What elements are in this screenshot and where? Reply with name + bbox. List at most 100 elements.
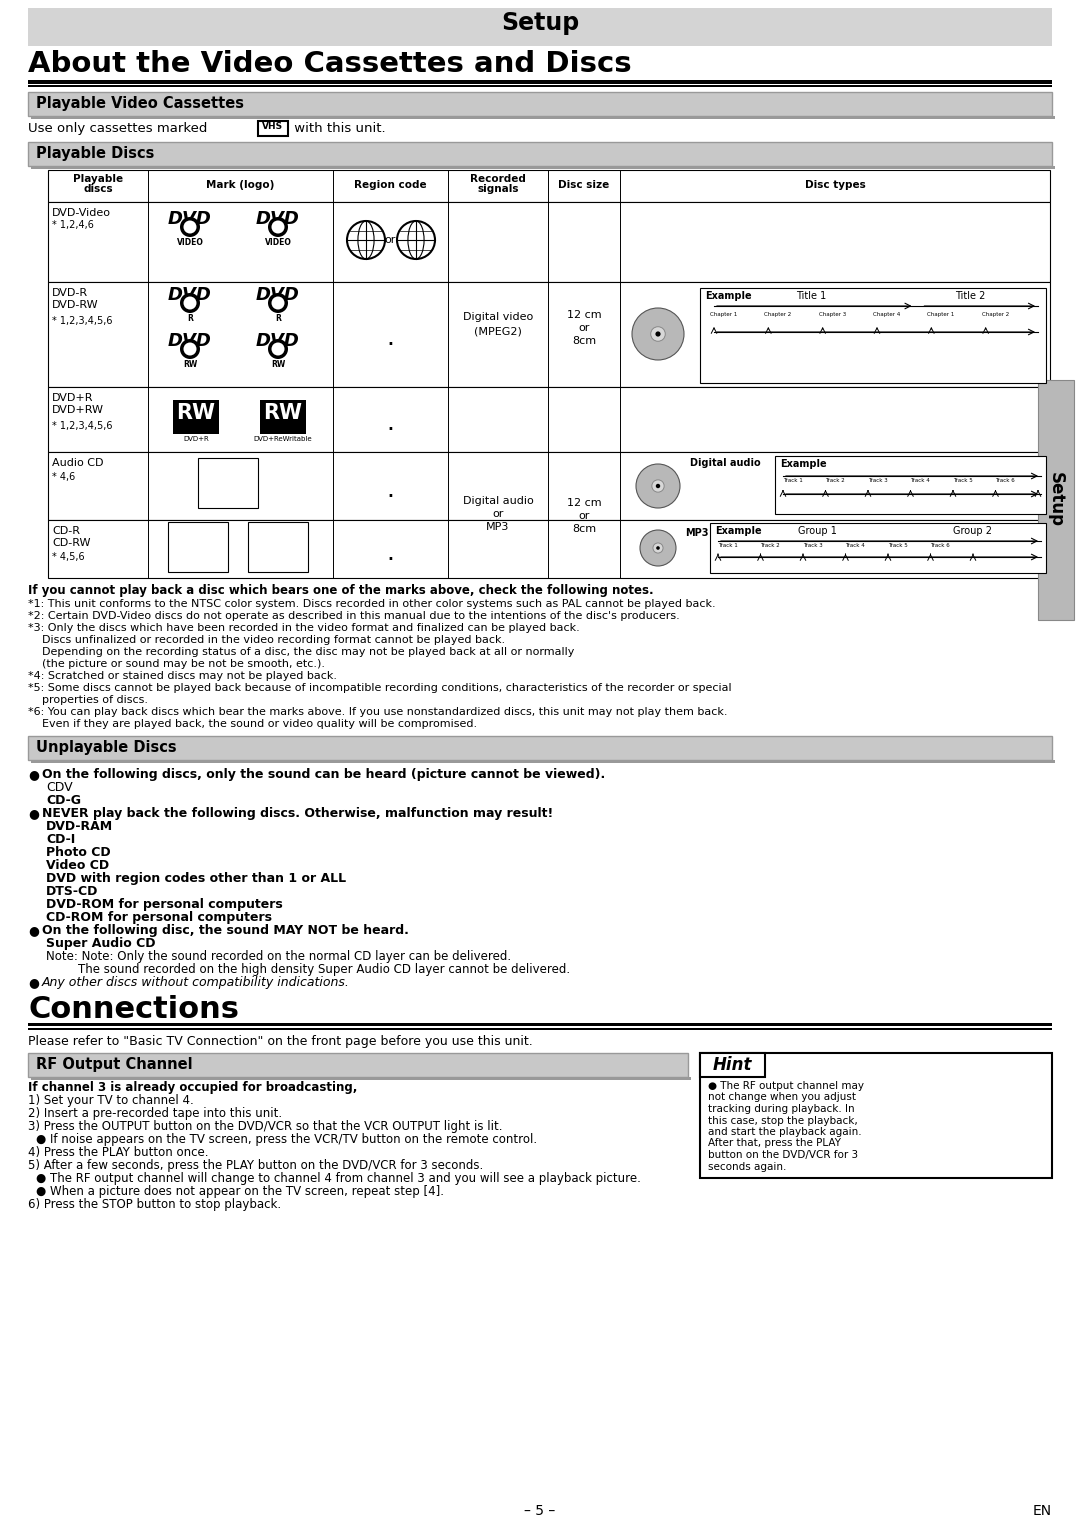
Bar: [48, 388, 1050, 452]
Text: On the following discs, only the sound can be heard (picture cannot be viewed).: On the following discs, only the sound c…: [42, 768, 605, 781]
Bar: [28, 142, 1052, 166]
Bar: [700, 1053, 765, 1077]
Bar: [31, 116, 1055, 119]
Text: Track 4: Track 4: [910, 478, 930, 484]
Text: DVD-RW: DVD-RW: [52, 301, 98, 310]
Text: signals: signals: [477, 185, 518, 194]
Bar: [28, 736, 1052, 760]
Text: 3) Press the OUTPUT button on the DVD/VCR so that the VCR OUTPUT light is lit.: 3) Press the OUTPUT button on the DVD/VC…: [28, 1120, 502, 1132]
Text: EN: EN: [1032, 1505, 1052, 1518]
Circle shape: [268, 293, 288, 313]
Text: * 1,2,3,4,5,6: * 1,2,3,4,5,6: [52, 316, 112, 327]
Bar: [48, 201, 1050, 282]
Text: .: .: [386, 478, 394, 502]
Text: RW: RW: [176, 403, 216, 423]
Bar: [48, 520, 1050, 578]
Text: disc: disc: [210, 468, 246, 485]
Text: 12 cm: 12 cm: [567, 497, 602, 508]
Text: Mark (logo): Mark (logo): [206, 180, 274, 191]
Text: Hint: Hint: [712, 1056, 752, 1074]
Text: discs: discs: [83, 185, 112, 194]
Text: R: R: [275, 314, 281, 324]
Text: RW: RW: [271, 360, 285, 369]
Text: (the picture or sound may be not be smooth, etc.).: (the picture or sound may be not be smoo…: [28, 659, 325, 668]
Text: DVD-Video: DVD-Video: [52, 208, 111, 218]
Circle shape: [271, 296, 284, 310]
Text: MP3: MP3: [685, 528, 708, 539]
Text: DIGITAL AUDIO: DIGITAL AUDIO: [207, 488, 248, 493]
Text: 8cm: 8cm: [572, 523, 596, 534]
Text: 4) Press the PLAY button once.: 4) Press the PLAY button once.: [28, 1146, 208, 1160]
Text: Title 1: Title 1: [796, 291, 826, 301]
Bar: [173, 400, 219, 433]
Bar: [260, 400, 306, 433]
Text: Discs unfinalized or recorded in the video recording format cannot be played bac: Discs unfinalized or recorded in the vid…: [28, 635, 505, 645]
Text: Video CD: Video CD: [46, 859, 109, 871]
Text: Chapter 2: Chapter 2: [765, 311, 792, 317]
Text: Chapter 2: Chapter 2: [982, 311, 1009, 317]
Text: DVD: DVD: [168, 211, 212, 227]
Text: Chapter 3: Chapter 3: [819, 311, 846, 317]
Bar: [28, 79, 1052, 84]
Text: DVD: DVD: [168, 285, 212, 304]
Text: ReWritable: ReWritable: [264, 565, 293, 569]
Text: or: or: [578, 324, 590, 333]
Circle shape: [184, 220, 197, 233]
Text: DVD+ReWritable: DVD+ReWritable: [254, 436, 312, 443]
Text: Group 2: Group 2: [953, 526, 991, 536]
Text: Chapter 4: Chapter 4: [873, 311, 901, 317]
Text: button on the DVD/VCR for 3: button on the DVD/VCR for 3: [708, 1151, 859, 1160]
Text: Note: Note: Only the sound recorded on the normal CD layer can be delivered.: Note: Note: Only the sound recorded on t…: [46, 951, 511, 963]
Text: Example: Example: [780, 459, 826, 468]
Text: VIDEO: VIDEO: [176, 238, 203, 247]
Text: Depending on the recording status of a disc, the disc may not be played back at : Depending on the recording status of a d…: [28, 647, 575, 658]
Bar: [48, 452, 1050, 520]
Text: *3: Only the discs which have been recorded in the video format and finalized ca: *3: Only the discs which have been recor…: [28, 623, 580, 633]
Bar: [31, 760, 1055, 763]
Text: Example: Example: [705, 291, 752, 301]
Text: Track 1: Track 1: [718, 543, 738, 548]
Text: NEVER play back the following discs. Otherwise, malfunction may result!: NEVER play back the following discs. Oth…: [42, 807, 553, 819]
Text: Digital video: Digital video: [463, 311, 534, 322]
Text: with this unit.: with this unit.: [291, 122, 386, 134]
Bar: [700, 1053, 1052, 1178]
Text: tracking during playback. In: tracking during playback. In: [708, 1103, 854, 1114]
Bar: [168, 522, 228, 572]
Circle shape: [180, 339, 200, 359]
Text: Setup: Setup: [1047, 473, 1065, 528]
Text: ●: ●: [28, 807, 39, 819]
Text: Track 2: Track 2: [760, 543, 780, 548]
Text: * 4,6: * 4,6: [52, 472, 76, 482]
Text: COMPACT: COMPACT: [185, 523, 211, 530]
Circle shape: [184, 342, 197, 356]
Text: Track 5: Track 5: [953, 478, 973, 484]
Text: Track 2: Track 2: [825, 478, 846, 484]
Text: Recorded: Recorded: [470, 174, 526, 185]
Text: VIDEO: VIDEO: [265, 238, 292, 247]
Text: seconds again.: seconds again.: [708, 1161, 786, 1172]
Text: DVD: DVD: [256, 285, 300, 304]
Text: CDV: CDV: [46, 781, 72, 794]
Circle shape: [656, 484, 660, 488]
Text: ● The RF output channel may: ● The RF output channel may: [708, 1080, 864, 1091]
Text: DVD with region codes other than 1 or ALL: DVD with region codes other than 1 or AL…: [46, 871, 346, 885]
Text: Connections: Connections: [28, 995, 239, 1024]
Text: DVD+R: DVD+R: [52, 394, 94, 403]
Text: * 1,2,3,4,5,6: * 1,2,3,4,5,6: [52, 421, 112, 430]
Text: Any other discs without compatibility indications.: Any other discs without compatibility in…: [42, 977, 350, 989]
Text: or: or: [578, 511, 590, 520]
Text: .: .: [386, 327, 394, 349]
Text: Disc size: Disc size: [558, 180, 609, 191]
Text: – 5 –: – 5 –: [525, 1505, 555, 1518]
Text: Audio CD: Audio CD: [52, 458, 104, 468]
Text: Track 4: Track 4: [846, 543, 865, 548]
Text: .: .: [386, 542, 394, 565]
Text: After that, press the PLAY: After that, press the PLAY: [708, 1138, 841, 1149]
Text: Please refer to "Basic TV Connection" on the front page before you use this unit: Please refer to "Basic TV Connection" on…: [28, 1035, 532, 1048]
Text: On the following disc, the sound MAY NOT be heard.: On the following disc, the sound MAY NOT…: [42, 925, 409, 937]
Text: Playable Video Cassettes: Playable Video Cassettes: [36, 96, 244, 111]
Text: CD-RW: CD-RW: [52, 539, 91, 548]
Circle shape: [268, 217, 288, 237]
Text: DIGITAL AUDIO: DIGITAL AUDIO: [257, 552, 298, 557]
Text: CD-I: CD-I: [46, 833, 76, 845]
